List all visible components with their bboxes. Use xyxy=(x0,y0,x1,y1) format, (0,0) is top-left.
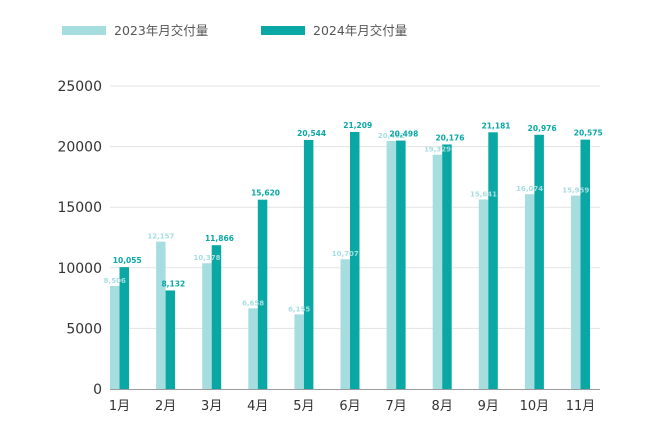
bar-2023-3 xyxy=(202,263,212,389)
legend: 2023年月交付量 2024年月交付量 xyxy=(62,23,407,38)
y-tick-label-15000: 15000 xyxy=(57,200,102,216)
bar-2024-5 xyxy=(303,140,314,389)
bar-2024-8 xyxy=(442,144,452,389)
bar-2023-7 xyxy=(386,141,397,389)
bars xyxy=(110,131,590,390)
data-label-2023-10: 16,074 xyxy=(516,185,543,193)
bar-2024-9 xyxy=(488,132,498,389)
x-tick-label-5: 5月 xyxy=(293,399,314,414)
data-labels: 8,506 10,055 12,157 8,132 10,378 11,866 6,658 1… xyxy=(104,121,603,313)
data-label-2023-1: 8,506 xyxy=(104,277,126,285)
data-label-2023-5: 6,155 xyxy=(288,305,310,313)
bar-2024-10 xyxy=(534,134,544,389)
data-label-2024-4: 15,620 xyxy=(251,189,280,198)
data-label-2023-11: 15,959 xyxy=(562,187,589,195)
data-label-2024-7: 20,498 xyxy=(389,130,418,139)
bar-2023-8 xyxy=(432,154,443,389)
x-tick-label-3: 3月 xyxy=(201,399,222,414)
bar-2023-9 xyxy=(478,199,489,389)
data-label-2024-10: 20,976 xyxy=(528,124,557,133)
data-label-2023-8: 19,329 xyxy=(424,146,451,154)
bar-2023-1 xyxy=(110,285,120,389)
data-label-2023-2: 12,157 xyxy=(147,233,174,241)
data-label-2024-6: 21,209 xyxy=(343,121,372,130)
y-tick-label-25000: 25000 xyxy=(57,79,102,95)
bar-2023-6 xyxy=(340,259,350,389)
x-tick-label-6: 6月 xyxy=(339,399,360,414)
bar-2024-11 xyxy=(580,139,590,389)
x-tick-label-11: 11月 xyxy=(566,399,596,414)
data-label-2024-2: 8,132 xyxy=(161,279,185,288)
data-label-2023-9: 15,641 xyxy=(470,190,497,198)
bar-2024-1 xyxy=(119,267,129,389)
data-label-2024-8: 20,176 xyxy=(435,133,464,142)
bar-2024-6 xyxy=(350,131,360,390)
data-label-2024-11: 20,575 xyxy=(574,129,603,138)
bar-2024-4 xyxy=(257,199,268,389)
x-tick-label-9: 9月 xyxy=(478,399,499,414)
x-tick-label-2: 2月 xyxy=(155,399,176,414)
bar-2023-4 xyxy=(248,308,258,389)
data-label-2024-5: 20,544 xyxy=(297,129,326,138)
bar-2024-7 xyxy=(396,140,406,389)
legend-label-1: 2023年月交付量 xyxy=(114,23,208,38)
y-tick-label-5000: 5000 xyxy=(66,321,102,337)
x-tick-label-7: 7月 xyxy=(385,399,406,414)
legend-label-2: 2024年月交付量 xyxy=(313,23,407,38)
data-label-2024-9: 21,181 xyxy=(482,121,511,130)
legend-swatch-1 xyxy=(62,26,106,35)
x-axis: 1月 2月 3月 4月 5月 6月 7月 8月 9月 10月 11月 xyxy=(109,389,600,414)
x-tick-label-1: 1月 xyxy=(109,399,130,414)
data-label-2024-3: 11,866 xyxy=(205,234,234,243)
y-tick-label-20000: 20000 xyxy=(57,140,102,156)
bar-2024-3 xyxy=(211,245,222,389)
bar-2023-2 xyxy=(156,241,166,389)
x-tick-label-10: 10月 xyxy=(520,399,550,414)
data-label-2023-3: 10,378 xyxy=(193,254,220,262)
y-axis: 0 5000 10000 15000 20000 25000 xyxy=(57,79,102,398)
bar-2023-11 xyxy=(571,195,581,389)
data-label-2023-7: 20,462 xyxy=(378,132,405,140)
bar-2024-2 xyxy=(165,290,176,389)
data-label-2024-1: 10,055 xyxy=(113,256,142,265)
x-tick-label-4: 4月 xyxy=(247,399,268,414)
data-label-2023-4: 6,658 xyxy=(242,299,264,307)
y-tick-label-10000: 10000 xyxy=(57,261,102,277)
legend-swatch-2 xyxy=(261,26,305,35)
y-tick-label-0: 0 xyxy=(93,382,102,398)
x-tick-label-8: 8月 xyxy=(432,399,453,414)
bar-2023-5 xyxy=(294,314,304,389)
data-label-2023-6: 10,707 xyxy=(332,250,359,258)
bar-2023-10 xyxy=(524,194,535,389)
